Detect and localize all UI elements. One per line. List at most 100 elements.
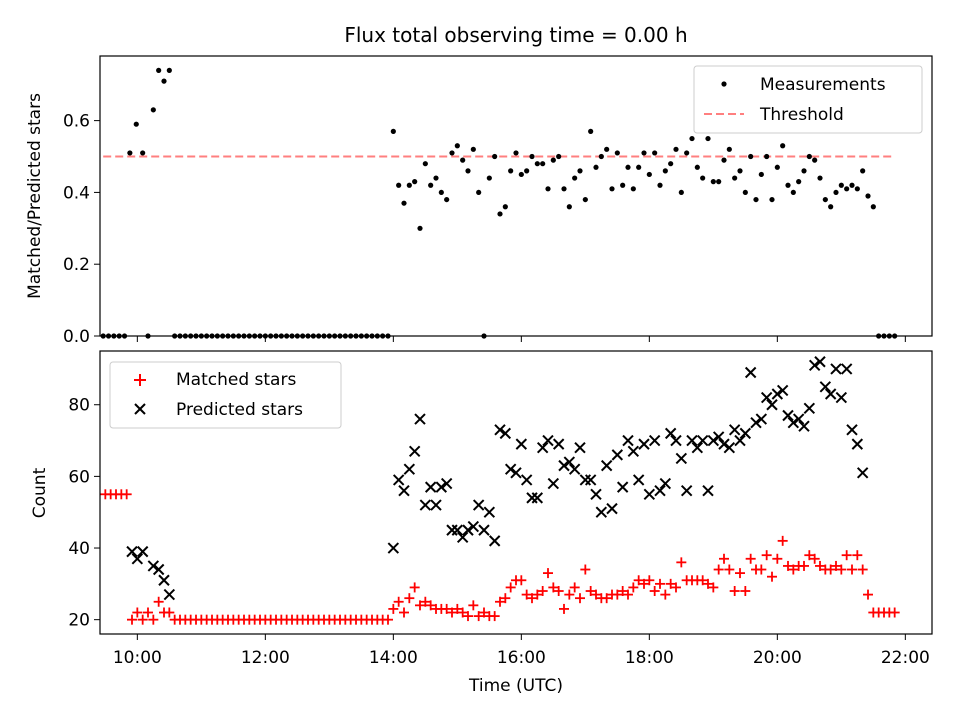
predicted-star-marker — [456, 531, 469, 543]
measurement-point — [774, 164, 780, 170]
measurement-point — [438, 189, 444, 196]
matched-star-marker — [617, 586, 628, 597]
predicted-star-marker — [654, 485, 666, 497]
measurement-point — [828, 204, 834, 210]
measurement-point — [849, 182, 855, 188]
measurement-point — [833, 189, 839, 196]
predicted-star-marker — [819, 381, 832, 393]
predicted-star-marker — [627, 445, 640, 458]
bottom-x-tick-label: 10:00 — [113, 648, 162, 668]
matched-star-marker — [388, 603, 399, 614]
predicted-star-marker — [590, 488, 602, 500]
measurement-point — [593, 164, 599, 170]
matched-star-marker — [137, 614, 148, 625]
measurement-point — [673, 146, 679, 152]
predicted-star-marker — [435, 481, 448, 493]
legend-threshold-label: Threshold — [759, 105, 844, 125]
matched-star-marker — [415, 600, 425, 611]
matched-star-marker — [569, 582, 580, 593]
matched-star-marker — [809, 553, 820, 564]
matched-star-marker — [532, 589, 543, 600]
predicted-star-marker — [664, 427, 677, 440]
measurement-point — [668, 161, 674, 167]
measurement-point — [716, 179, 722, 185]
predicted-star-marker — [483, 506, 496, 518]
measurement-point — [812, 157, 818, 163]
measurement-point — [838, 182, 844, 188]
bottom-y-tick-label: 40 — [68, 539, 90, 559]
matched-star-marker — [121, 489, 132, 500]
measurement-point — [641, 150, 647, 156]
matched-star-marker — [495, 596, 505, 607]
measurement-point — [492, 153, 498, 160]
matched-star-marker — [857, 564, 868, 575]
top-y-tick-label: 0.2 — [63, 255, 90, 275]
measurement-point — [476, 189, 482, 196]
matched-star-marker — [457, 607, 468, 618]
matched-star-marker — [575, 593, 585, 604]
matched-stars-points — [100, 489, 900, 625]
predicted-star-marker — [515, 438, 528, 450]
predicted-star-marker — [824, 388, 837, 400]
matched-star-marker — [836, 564, 847, 575]
predicted-star-marker — [680, 485, 693, 497]
predicted-star-marker — [840, 363, 853, 375]
measurement-point — [561, 186, 567, 192]
matched-star-marker — [815, 560, 825, 571]
measurement-point — [417, 225, 423, 231]
bottom-y-ticks: 20 40 60 80 — [68, 396, 100, 631]
matched-star-marker — [804, 550, 815, 561]
matched-star-marker — [847, 564, 857, 575]
measurement-point — [630, 186, 636, 192]
predicted-star-marker — [835, 391, 848, 404]
measurement-point — [758, 171, 764, 178]
legend-matched-label: Matched stars — [176, 370, 296, 390]
measurement-point — [854, 186, 860, 192]
top-chart-title: Flux total observing time = 0.00 h — [344, 23, 687, 47]
predicted-star-marker — [808, 359, 821, 372]
legend-measurements-label: Measurements — [760, 75, 886, 95]
matched-star-marker — [601, 593, 612, 604]
measurement-point — [449, 150, 455, 156]
predicted-star-marker — [387, 542, 400, 554]
matched-star-marker — [500, 593, 511, 604]
bottom-chart-axes: 20 40 60 80 10:00 12:00 14:00 16:00 18:00 20:00 2… — [68, 350, 933, 668]
matched-star-marker — [639, 578, 649, 589]
matched-star-marker — [521, 589, 532, 600]
matched-star-marker — [724, 564, 735, 575]
measurement-point — [726, 146, 732, 152]
matched-star-marker — [729, 586, 740, 597]
measurement-point — [572, 175, 578, 181]
predicted-star-marker — [776, 384, 789, 397]
measurement-point — [161, 78, 167, 84]
predicted-star-marker — [798, 420, 810, 432]
measurement-point — [518, 171, 524, 178]
measurement-point — [433, 175, 439, 181]
predicted-star-marker — [670, 434, 682, 447]
measurement-point — [652, 150, 658, 156]
predicted-star-marker — [734, 434, 746, 447]
matched-star-marker — [420, 596, 431, 607]
measurement-point — [748, 153, 754, 160]
predicted-star-marker — [803, 402, 816, 415]
bottom-x-axis-label: Time (UTC) — [468, 676, 563, 696]
matched-star-marker — [745, 553, 756, 564]
predicted-star-marker — [163, 588, 176, 601]
predicted-star-marker — [723, 442, 736, 454]
matched-star-marker — [697, 575, 708, 586]
matched-star-marker — [777, 535, 788, 546]
predicted-star-marker — [691, 442, 704, 454]
predicted-star-marker — [126, 545, 138, 558]
predicted-star-marker — [648, 434, 661, 447]
measurement-point — [582, 196, 588, 203]
predicted-star-marker — [552, 438, 565, 450]
matched-star-marker — [889, 607, 900, 618]
predicted-star-marker — [792, 413, 805, 425]
matched-star-marker — [537, 586, 548, 597]
predicted-star-marker — [739, 427, 752, 440]
matched-star-marker — [132, 607, 143, 618]
predicted-star-marker — [686, 434, 698, 447]
matched-star-marker — [505, 582, 516, 593]
bottom-y-tick-label: 60 — [68, 467, 90, 487]
